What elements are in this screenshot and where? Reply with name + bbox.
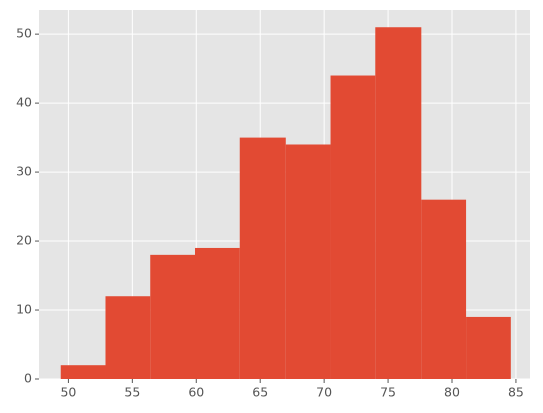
bar	[150, 254, 195, 379]
x-tick-label: 65	[252, 385, 268, 400]
x-tick-label: 70	[316, 385, 332, 400]
y-tick-label: 50	[16, 26, 32, 41]
x-tick-label: 85	[508, 385, 524, 400]
y-tick-label: 10	[16, 302, 32, 317]
bar	[466, 316, 511, 379]
y-tick-label: 20	[16, 233, 32, 248]
x-tick-label: 50	[60, 385, 76, 400]
bar	[285, 144, 331, 379]
x-tick-label: 80	[444, 385, 460, 400]
bar	[60, 365, 106, 379]
bar	[194, 247, 240, 379]
x-tick-label: 75	[380, 385, 396, 400]
bar	[375, 27, 422, 380]
bar	[239, 137, 286, 379]
bar	[105, 296, 151, 379]
bar	[330, 75, 376, 379]
y-tick-label: 30	[16, 164, 32, 179]
y-tick-label: 40	[16, 95, 32, 110]
x-tick-label: 60	[188, 385, 204, 400]
y-tick-label: 0	[24, 371, 32, 386]
bar	[421, 199, 467, 379]
x-tick-label: 55	[124, 385, 140, 400]
